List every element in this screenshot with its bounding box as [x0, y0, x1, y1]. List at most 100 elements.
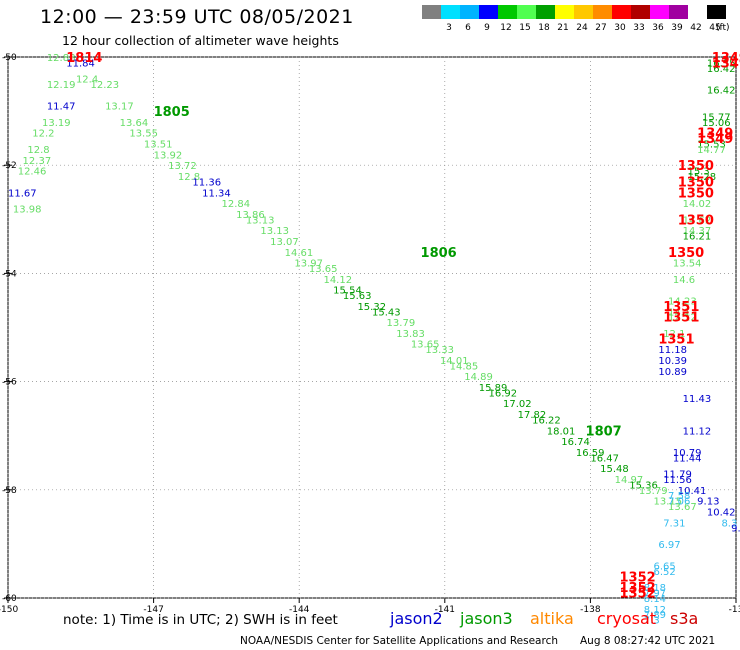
- y-tick-label: -60: [2, 594, 17, 604]
- scale-swatch: [441, 5, 460, 19]
- wave-height-point: 11.12: [683, 426, 712, 437]
- wave-height-point: 7.06: [668, 497, 690, 508]
- scale-swatch: [460, 5, 479, 19]
- wave-height-point: 16.47: [590, 453, 619, 464]
- x-tick-label: -138: [580, 605, 601, 615]
- wave-height-point: 14.62: [683, 215, 712, 226]
- wave-height-point: 13.64: [120, 118, 149, 129]
- time-label: 1350: [668, 246, 704, 261]
- wave-height-point: 16.42: [707, 85, 736, 96]
- wave-height-point: 17.82: [518, 410, 547, 421]
- scale-swatch: [517, 5, 536, 19]
- wave-height-point: 13.79: [387, 318, 416, 329]
- wave-height-point: 11.67: [8, 188, 37, 199]
- wave-height-point: 15.63: [343, 291, 372, 302]
- time-label: 1350: [678, 186, 714, 201]
- wave-height-point: 6.52: [653, 567, 675, 578]
- wave-height-point: 14.23: [668, 296, 697, 307]
- legend-note: note: 1) Time is in UTC; 2) SWH is in fe…: [63, 612, 338, 628]
- wave-height-point: 7.58: [668, 491, 690, 502]
- x-tick-label: -144: [289, 605, 310, 615]
- wave-height-point: 11.79: [663, 470, 692, 481]
- x-tick-label: -141: [435, 605, 455, 615]
- scale-swatch: [498, 5, 517, 19]
- wave-height-point: 11.56: [663, 475, 692, 486]
- scale-label: 15: [519, 23, 531, 33]
- wave-height-point: 10.41: [678, 486, 707, 497]
- wave-height-point: 11.18: [658, 345, 687, 356]
- wave-height-point: 12.23: [91, 80, 120, 91]
- scale-swatch: [422, 5, 441, 19]
- chart-subtitle: 12 hour collection of altimeter wave hei…: [62, 33, 339, 48]
- wave-height-point: 7.97: [644, 589, 666, 600]
- wave-height-point: 18.01: [547, 426, 576, 437]
- wave-height-point: 16.21: [683, 232, 712, 243]
- wave-height-point: 7.31: [663, 518, 685, 529]
- wave-height-point: 11.34: [202, 188, 231, 199]
- chart-title: 12:00 — 23:59 UTC 08/05/2021: [40, 6, 354, 28]
- time-label: 1351: [663, 311, 699, 326]
- wave-height-point: 16.22: [532, 415, 561, 426]
- scale-label: 45: [709, 23, 721, 33]
- scale-swatch: [688, 5, 707, 19]
- scale-label: 24: [576, 23, 588, 33]
- wave-height-point: 16.42: [707, 64, 736, 75]
- wave-height-point: 15.53: [697, 140, 726, 151]
- wave-height-point: 12.1: [663, 329, 685, 340]
- wave-height-point: 14.37: [683, 226, 712, 237]
- wave-height-point: 14.02: [683, 199, 712, 210]
- wave-height-point: 8.18: [644, 583, 666, 594]
- wave-height-point: 13.72: [168, 161, 197, 172]
- wave-height-point: 11.44: [673, 453, 702, 464]
- wave-height-point: 13.15: [653, 497, 682, 508]
- wave-height-point: 15.06: [702, 118, 731, 129]
- time-label: 1814: [66, 51, 102, 66]
- time-label: 1806: [421, 246, 457, 261]
- y-tick-label: -54: [2, 269, 17, 279]
- wave-height-point: 13.55: [129, 129, 158, 140]
- scale-label: 39: [671, 23, 683, 33]
- scale-label: 9: [484, 23, 490, 33]
- scale-label: 42: [690, 23, 702, 33]
- wave-height-point: 9.64: [731, 524, 740, 535]
- time-label: 1349: [697, 132, 733, 147]
- y-tick-label: -58: [2, 486, 17, 496]
- wave-height-point: 12.12: [668, 313, 697, 324]
- wave-height-point: 13.65: [411, 340, 440, 351]
- time-label: 1352: [620, 570, 656, 585]
- scale-swatch: [650, 5, 669, 19]
- wave-height-point: 13.98: [13, 204, 42, 215]
- time-label: 1807: [586, 424, 622, 439]
- wave-height-point: 12.8: [178, 172, 200, 183]
- wave-height-point: 7.89: [644, 610, 666, 621]
- scale-unit: (ft): [716, 23, 730, 33]
- wave-height-point: 15.3: [687, 167, 709, 178]
- wave-height-point: 15.32: [357, 302, 386, 313]
- scale-label: 12: [500, 23, 512, 33]
- scale-label: 21: [557, 23, 569, 33]
- legend-altika: altika: [530, 609, 574, 628]
- wave-height-point: 13.13: [260, 226, 289, 237]
- wave-height-point: 11.43: [683, 394, 712, 405]
- time-label: 1352: [620, 581, 656, 596]
- x-tick-label: -150: [0, 605, 18, 615]
- wave-height-point: 13.17: [105, 102, 134, 113]
- wave-height-point: 6.65: [653, 562, 675, 573]
- scale-swatch: [536, 5, 555, 19]
- legend-s3a: s3a: [670, 609, 699, 628]
- wave-height-point: 13.67: [668, 502, 697, 513]
- wave-height-point: 12.88: [47, 53, 76, 64]
- wave-height-point: 17.02: [503, 399, 532, 410]
- wave-height-point: 14.01: [440, 356, 469, 367]
- wave-height-point: 15.48: [600, 464, 629, 475]
- wave-height-point: 11.47: [47, 102, 76, 113]
- scale-swatch: [479, 5, 498, 19]
- wave-height-point: 13.79: [639, 486, 668, 497]
- wave-height-point: 14.1: [668, 307, 690, 318]
- wave-height-point: 11.36: [192, 177, 221, 188]
- time-label: 1351: [663, 300, 699, 315]
- wave-height-point: 14.12: [323, 275, 352, 286]
- wave-height-point: 15.28: [687, 172, 716, 183]
- wave-height-point: 13.86: [236, 210, 265, 221]
- scale-swatch: [631, 5, 650, 19]
